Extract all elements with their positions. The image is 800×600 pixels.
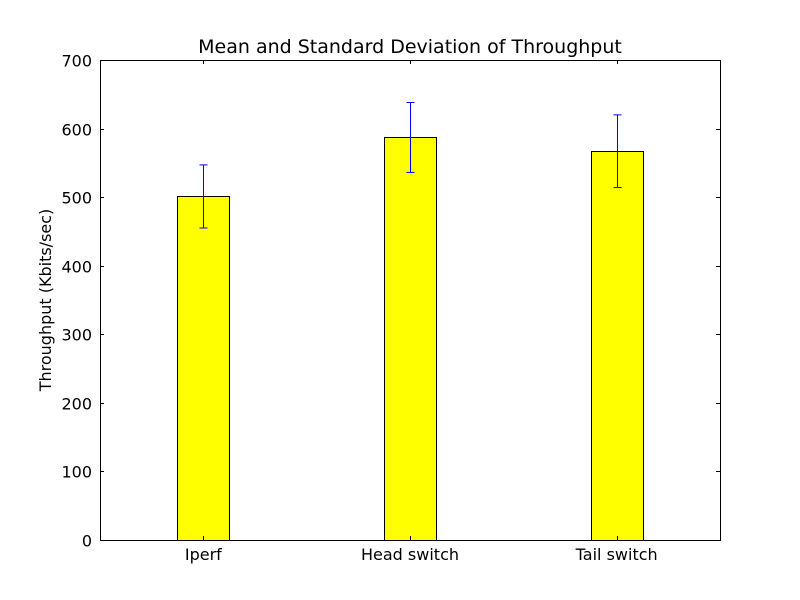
chart-title: Mean and Standard Deviation of Throughpu… bbox=[198, 36, 622, 58]
y-tick-label: 600 bbox=[61, 121, 92, 140]
bar bbox=[384, 137, 437, 541]
plot-frame bbox=[100, 60, 721, 541]
y-tick-label: 300 bbox=[61, 326, 92, 345]
y-tick-label: 200 bbox=[61, 395, 92, 414]
x-tick-label: Head switch bbox=[361, 545, 459, 564]
y-tick-label: 100 bbox=[61, 463, 92, 482]
error-bars-group bbox=[199, 102, 622, 229]
x-tick-label: Tail switch bbox=[575, 545, 658, 564]
x-tick-label: Iperf bbox=[185, 545, 222, 564]
y-tick-label: 400 bbox=[61, 258, 92, 277]
y-tick-label: 500 bbox=[61, 189, 92, 208]
bar bbox=[591, 151, 644, 541]
bars-group bbox=[177, 137, 644, 541]
y-tick-label: 700 bbox=[61, 52, 92, 71]
x-ticks-group: Iperf Head switch Tail switch bbox=[185, 60, 658, 564]
y-tick-label: 0 bbox=[82, 532, 92, 551]
y-ticks-group: 0 100 200 300 400 500 600 700 bbox=[61, 52, 720, 551]
bar bbox=[177, 196, 230, 541]
y-axis-label: Throughput (Kbits/sec) bbox=[36, 209, 55, 393]
